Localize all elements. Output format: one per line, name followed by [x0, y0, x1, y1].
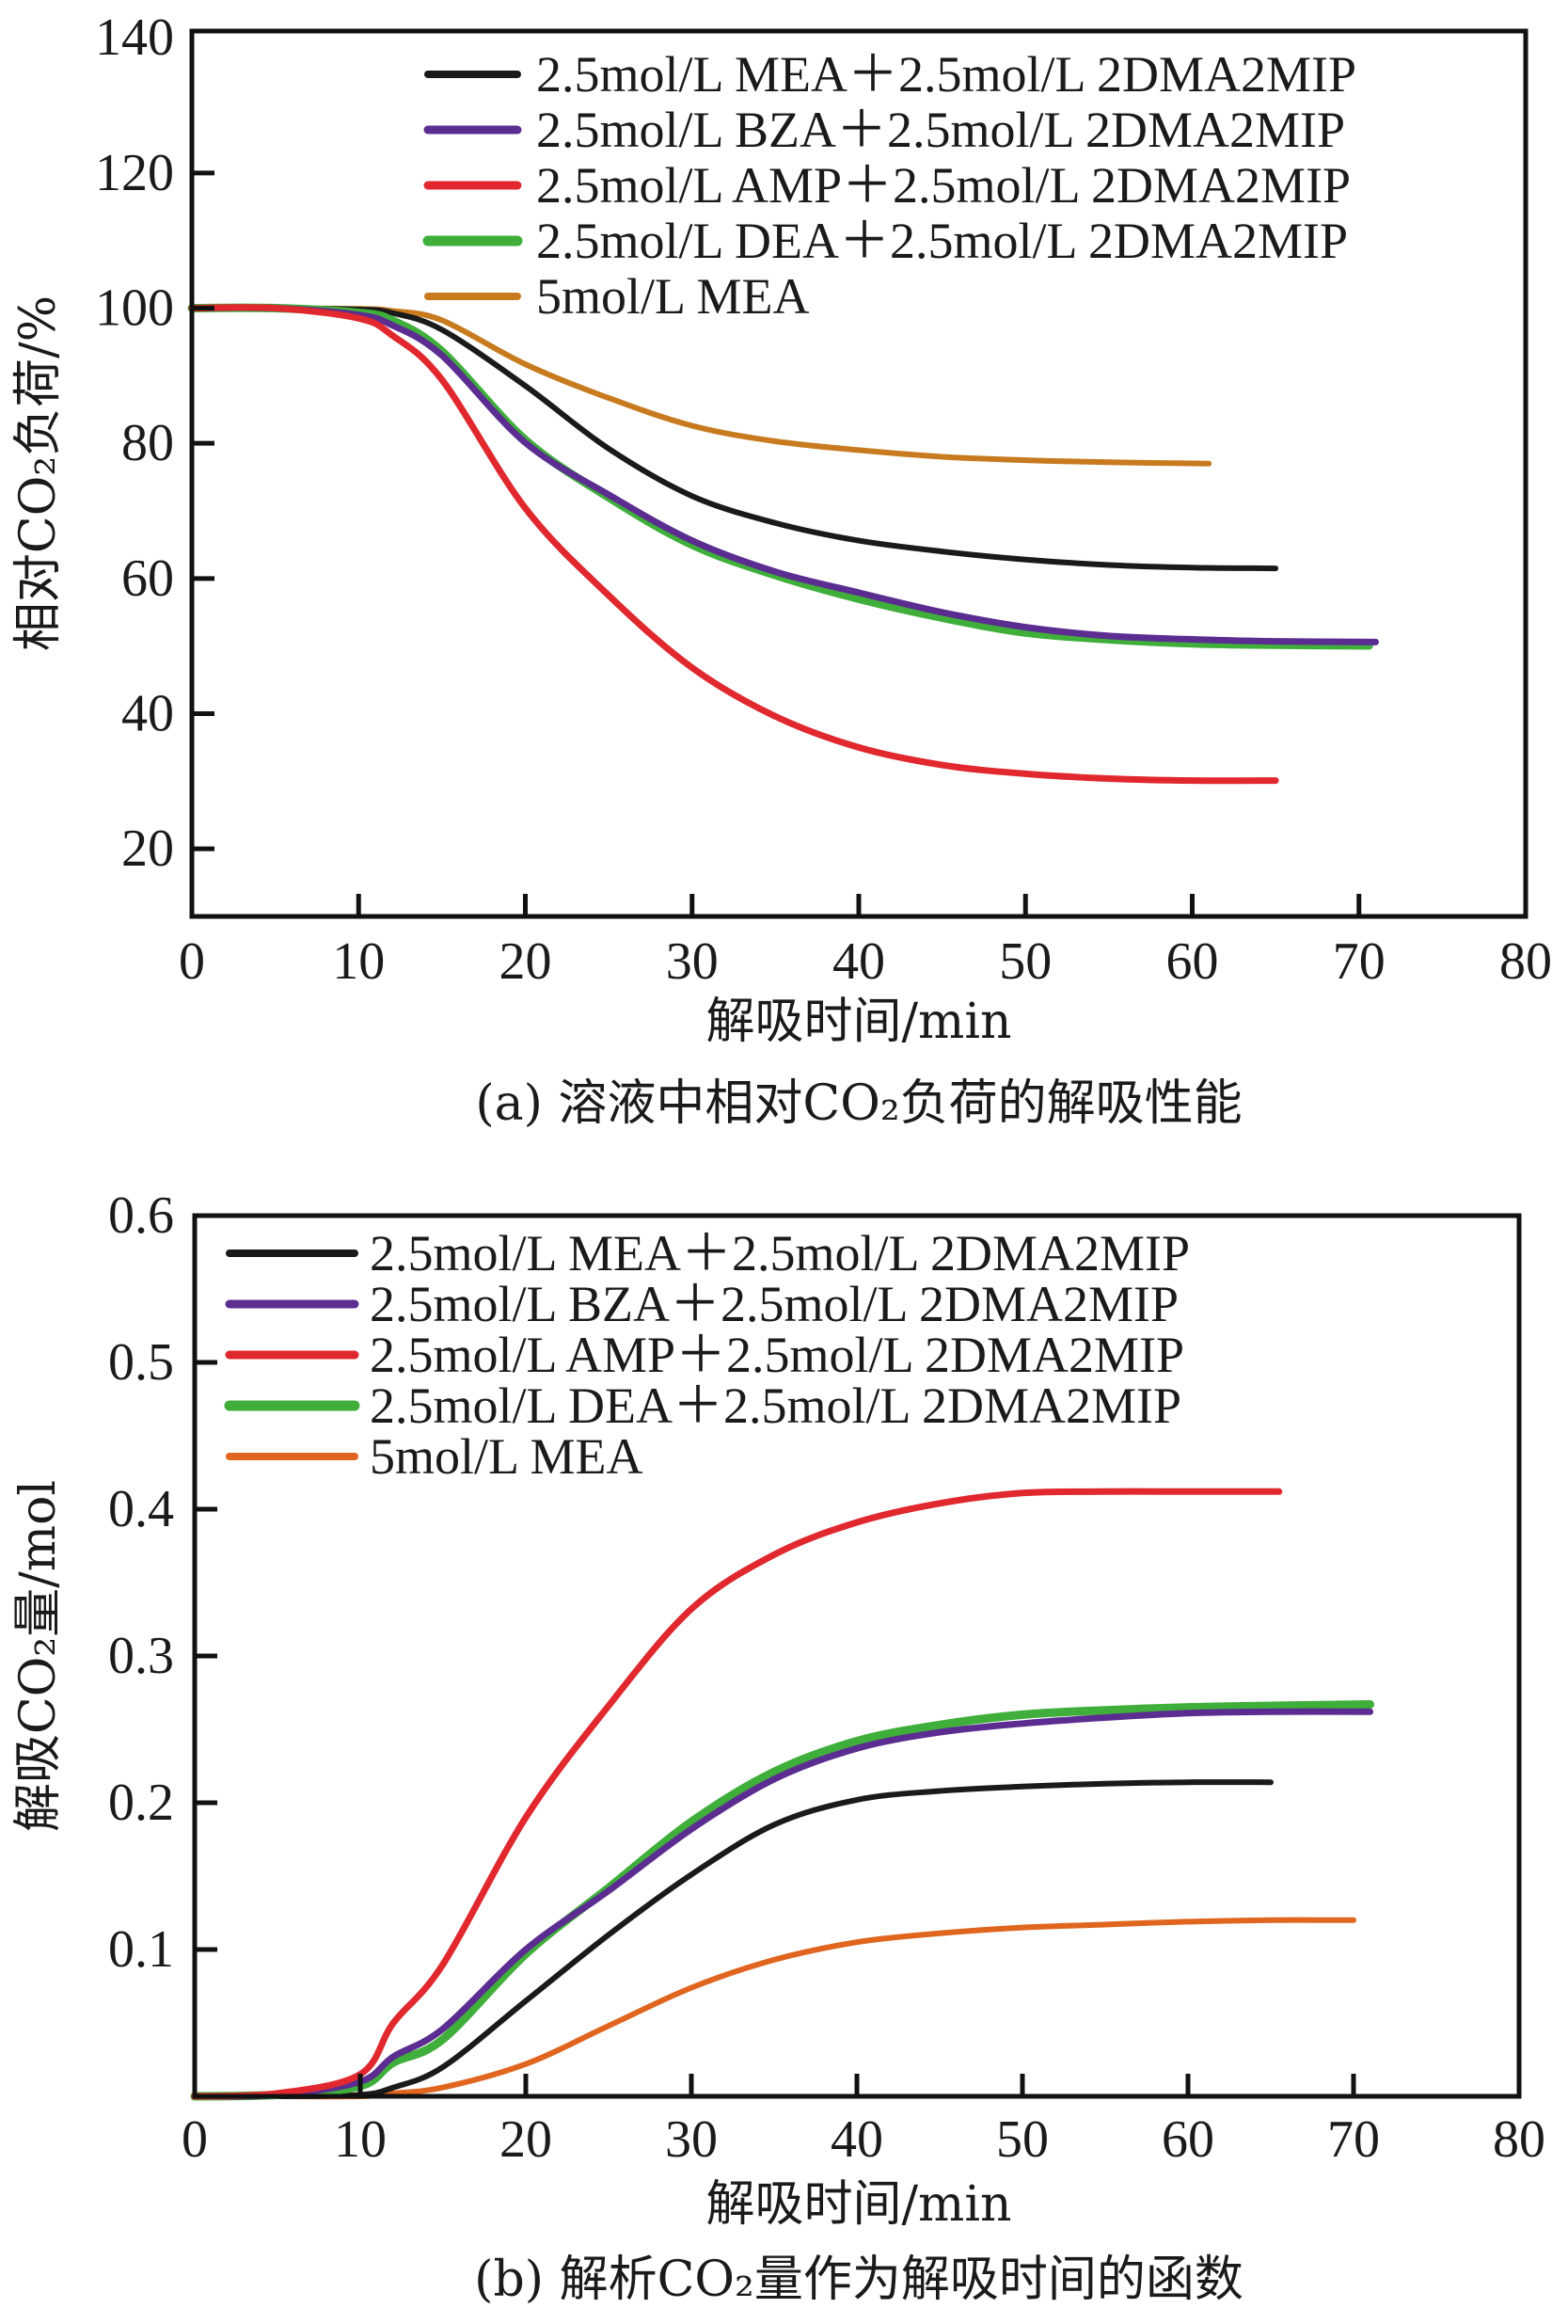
chart-a-series-layer — [187, 303, 1379, 785]
chart-a-x-tick-label: 0 — [179, 932, 205, 991]
chart-a-y-tick-label: 100 — [95, 279, 174, 338]
chart-b-legend-item: 2.5mol/L AMP＋2.5mol/L 2DMA2MIP — [225, 1327, 1184, 1383]
chart-a-x-ticks: 0 10 20 30 40 50 60 70 80 — [179, 894, 1552, 991]
chart-a-legend-label: 2.5mol/L AMP＋2.5mol/L 2DMA2MIP — [536, 157, 1351, 214]
chart-a-legend-label: 2.5mol/L DEA＋2.5mol/L 2DMA2MIP — [536, 213, 1348, 269]
chart-a-y-ticks: 20 40 60 80 100 120 140 — [95, 8, 214, 878]
chart-a-legend-item: 2.5mol/L AMP＋2.5mol/L 2DMA2MIP — [423, 157, 1351, 214]
chart-b-x-tick-label: 30 — [665, 2110, 718, 2169]
chart-b-y-tick-label: 0.1 — [108, 1920, 174, 1979]
chart-a-x-axis-title: 解吸时间/min — [706, 994, 1012, 1050]
chart-b-legend-item: 2.5mol/L BZA＋2.5mol/L 2DMA2MIP — [225, 1276, 1179, 1332]
chart-a-y-axis-title: 相对CO₂负荷/% — [10, 295, 67, 651]
chart-a-legend-label: 5mol/L MEA — [536, 268, 810, 325]
chart-a-x-tick-label: 30 — [666, 932, 719, 991]
chart-a-x-tick-label: 40 — [832, 932, 885, 991]
chart-b-x-tick-label: 20 — [499, 2110, 552, 2169]
chart-a-y-tick-label: 120 — [95, 144, 174, 202]
chart-b-desorbed-co2-amount: 0 10 20 30 40 50 60 70 80 0.1 0.2 0.3 0.4 0.5 0.6 2.5… — [10, 1186, 1545, 2308]
chart-a-legend-label: 2.5mol/L MEA＋2.5mol/L 2DMA2MIP — [536, 46, 1356, 103]
chart-b-legend-item: 2.5mol/L DEA＋2.5mol/L 2DMA2MIP — [224, 1377, 1181, 1434]
chart-a-x-tick-label: 70 — [1333, 932, 1386, 991]
chart-b-caption: (b) 解析CO₂量作为解吸时间的函数 — [474, 2252, 1243, 2308]
chart-a-series-line-2 — [188, 304, 1279, 785]
chart-b-legend-label: 2.5mol/L BZA＋2.5mol/L 2DMA2MIP — [370, 1276, 1179, 1332]
chart-a-legend-item: 2.5mol/L BZA＋2.5mol/L 2DMA2MIP — [423, 102, 1345, 158]
chart-b-x-tick-label: 10 — [334, 2110, 387, 2169]
chart-b-legend-label: 5mol/L MEA — [370, 1428, 643, 1485]
chart-b-series-line-1 — [191, 1708, 1374, 2100]
chart-b-y-axis-title: 解吸CO₂量/mol — [10, 1480, 67, 1832]
chart-b-x-tick-label: 50 — [996, 2110, 1049, 2169]
chart-a-y-tick-label: 60 — [121, 549, 174, 608]
chart-b-x-tick-label: 0 — [182, 2110, 208, 2169]
chart-a-y-tick-label: 140 — [95, 8, 174, 67]
chart-a-series-line-3 — [187, 303, 1373, 650]
chart-a-legend-label: 2.5mol/L BZA＋2.5mol/L 2DMA2MIP — [536, 102, 1345, 158]
chart-b-legend-label: 2.5mol/L AMP＋2.5mol/L 2DMA2MIP — [370, 1327, 1184, 1383]
chart-a-x-tick-label: 50 — [999, 932, 1052, 991]
chart-b-x-tick-label: 70 — [1327, 2110, 1380, 2169]
chart-b-y-tick-label: 0.5 — [108, 1333, 174, 1392]
chart-a-series-line-4 — [189, 305, 1212, 467]
chart-b-x-tick-label: 60 — [1162, 2110, 1214, 2169]
chart-b-x-tick-label: 40 — [831, 2110, 883, 2169]
chart-b-y-tick-label: 0.4 — [108, 1480, 174, 1538]
chart-b-y-tick-label: 0.6 — [108, 1186, 174, 1245]
chart-b-x-tick-label: 80 — [1493, 2110, 1545, 2169]
chart-b-series-line-3 — [190, 1700, 1375, 2101]
chart-a-y-tick-label: 40 — [121, 685, 174, 743]
chart-a-legend-item: 2.5mol/L MEA＋2.5mol/L 2DMA2MIP — [424, 46, 1356, 103]
chart-a-series-line-1 — [188, 304, 1379, 645]
chart-a-y-tick-label: 80 — [121, 414, 174, 472]
chart-b-y-tick-label: 0.2 — [108, 1774, 174, 1832]
chart-a-x-tick-label: 10 — [332, 932, 385, 991]
chart-a-legend-item: 5mol/L MEA — [424, 268, 810, 325]
chart-b-series-line-0 — [192, 1779, 1274, 2100]
chart-a-x-tick-label: 80 — [1499, 932, 1552, 991]
chart-a-series-line-0 — [189, 305, 1279, 572]
chart-a-x-tick-label: 60 — [1166, 932, 1219, 991]
chart-a-relative-co2-loading: 0 10 20 30 40 50 60 70 80 20 40 60 80 100 120 140 2.5m… — [10, 8, 1552, 1132]
chart-b-x-axis-title: 解吸时间/min — [706, 2176, 1012, 2233]
chart-a-caption: (a) 溶液中相对CO₂负荷的解吸性能 — [475, 1075, 1242, 1132]
chart-b-legend-item: 5mol/L MEA — [226, 1428, 643, 1485]
chart-b-series-layer — [190, 1488, 1375, 2101]
chart-b-series-line-2 — [191, 1488, 1283, 2100]
chart-b-legend-label: 2.5mol/L DEA＋2.5mol/L 2DMA2MIP — [370, 1377, 1181, 1434]
chart-b-legend-item: 2.5mol/L MEA＋2.5mol/L 2DMA2MIP — [226, 1225, 1190, 1281]
chart-a-x-tick-label: 20 — [499, 932, 552, 991]
chart-b-legend-label: 2.5mol/L MEA＋2.5mol/L 2DMA2MIP — [370, 1225, 1190, 1281]
chart-b-y-tick-label: 0.3 — [108, 1627, 174, 1685]
chart-b-x-ticks: 0 10 20 30 40 50 60 70 80 — [182, 2074, 1545, 2169]
chart-a-legend-item: 2.5mol/L DEA＋2.5mol/L 2DMA2MIP — [422, 213, 1348, 269]
chart-a-y-tick-label: 20 — [121, 820, 174, 878]
chart-b-y-ticks: 0.1 0.2 0.3 0.4 0.5 0.6 — [108, 1186, 217, 1979]
